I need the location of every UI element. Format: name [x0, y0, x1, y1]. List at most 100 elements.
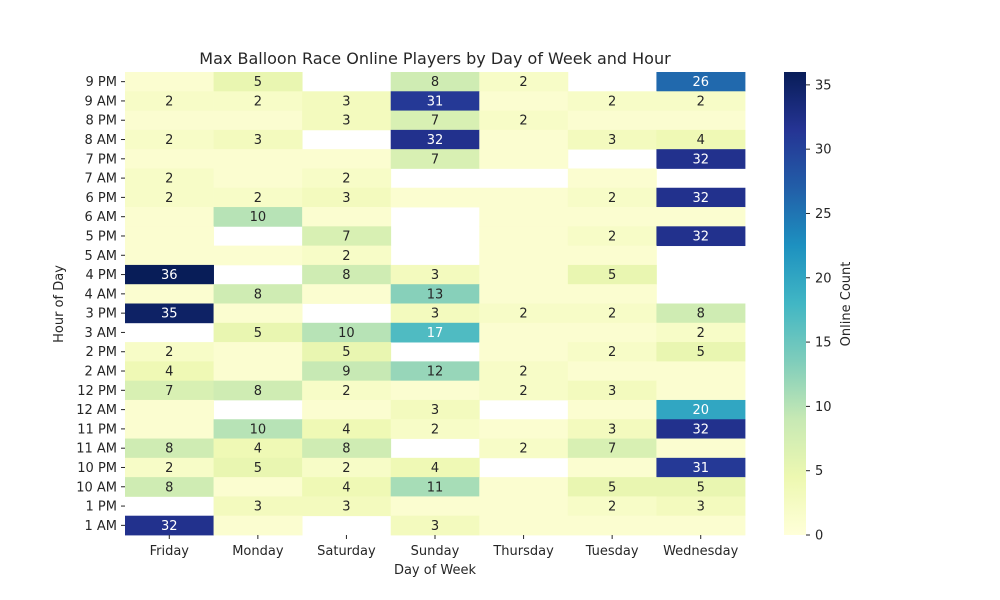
heatmap-cell	[567, 303, 657, 324]
heatmap-cell	[213, 361, 303, 382]
heatmap-cell	[125, 342, 214, 362]
cell-value-label: 2	[608, 500, 616, 515]
cell-value-label: 32	[692, 422, 709, 437]
heatmap-cell	[125, 361, 214, 382]
cell-value-label: 2	[608, 229, 616, 244]
heatmap-cell	[125, 477, 214, 497]
cell-value-label: 3	[697, 500, 705, 515]
heatmap-cell	[656, 399, 746, 420]
heatmap-cell	[213, 515, 303, 536]
heatmap-cell	[656, 149, 746, 169]
cell-value-label: 3	[342, 94, 350, 109]
y-tick-label: 8 PM	[86, 114, 117, 129]
heatmap-cell	[213, 419, 303, 439]
heatmap-cell	[125, 419, 214, 439]
cell-value-label: 17	[427, 326, 444, 341]
cell-value-label: 4	[697, 133, 705, 148]
cell-value-label: 2	[165, 133, 173, 148]
colorbar	[784, 72, 806, 535]
cell-value-label: 32	[692, 229, 709, 244]
cell-value-label: 8	[342, 442, 350, 457]
heatmap-cell	[213, 380, 303, 401]
heatmap-cell	[479, 342, 569, 362]
heatmap-cell	[213, 457, 303, 478]
colorbar-tick-label: 20	[815, 271, 832, 286]
heatmap-cell	[479, 515, 569, 536]
y-tick-label: 11 PM	[77, 422, 117, 437]
x-tick-label: Friday	[150, 544, 190, 559]
heatmap-cell	[479, 380, 569, 401]
heatmap-cell	[656, 342, 746, 362]
cell-value-label: 2	[165, 191, 173, 206]
heatmap-cell	[656, 187, 746, 208]
heatmap-cell	[479, 129, 569, 150]
heatmap-cell	[656, 457, 746, 478]
cell-value-label: 4	[254, 442, 262, 457]
heatmap-cell	[479, 187, 569, 208]
y-tick-label: 10 PM	[77, 461, 117, 476]
heatmap-cell	[390, 477, 480, 497]
cell-value-label: 10	[250, 210, 267, 225]
cell-value-label: 2	[165, 172, 173, 187]
heatmap-cell	[125, 207, 214, 227]
cell-value-label: 3	[608, 422, 616, 437]
heatmap-cell	[479, 322, 569, 343]
heatmap-cell	[302, 380, 392, 401]
cell-value-label: 8	[165, 480, 173, 495]
cell-value-label: 3	[608, 133, 616, 148]
heatmap-cell	[656, 322, 746, 343]
cell-value-label: 5	[697, 480, 705, 495]
cell-value-label: 3	[431, 307, 439, 322]
heatmap-cell	[125, 72, 214, 92]
cell-value-label: 2	[608, 94, 616, 109]
heatmap-cell	[656, 515, 746, 536]
y-tick-label: 9 PM	[86, 75, 117, 90]
cell-value-label: 2	[519, 442, 527, 457]
y-tick-label: 6 AM	[84, 210, 117, 225]
cell-value-label: 3	[431, 403, 439, 418]
cell-value-label: 2	[608, 345, 616, 360]
heatmap-cell	[390, 361, 480, 382]
heatmap-cell	[302, 342, 392, 362]
cell-value-label: 3	[254, 500, 262, 515]
heatmap-cell	[479, 284, 569, 304]
heatmap-cell	[390, 264, 480, 285]
cell-value-label: 2	[254, 94, 262, 109]
y-tick-label: 7 AM	[84, 172, 117, 187]
colorbar-tick-label: 15	[815, 336, 832, 351]
cell-value-label: 7	[431, 114, 439, 129]
heatmap-cell	[567, 91, 657, 111]
heatmap-cell	[567, 226, 657, 247]
heatmap-cell	[302, 438, 392, 459]
cell-value-label: 2	[165, 461, 173, 476]
cell-value-label: 2	[697, 326, 705, 341]
cell-value-label: 8	[165, 442, 173, 457]
heatmap-cell	[567, 284, 657, 304]
heatmap-cell	[567, 380, 657, 401]
cell-value-label: 32	[161, 519, 178, 534]
cell-value-label: 3	[342, 114, 350, 129]
y-tick-label: 2 AM	[84, 365, 117, 380]
heatmap-cell	[125, 399, 214, 420]
heatmap-cell	[125, 438, 214, 459]
cell-value-label: 12	[427, 365, 444, 380]
colorbar-ticks: 0 5 10 15 20 25 30 35	[806, 78, 832, 544]
heatmap-cell	[656, 226, 746, 247]
cell-value-label: 2	[519, 384, 527, 399]
heatmap-cell	[479, 477, 569, 497]
y-tick-label: 1 PM	[86, 500, 117, 515]
heatmap-cell	[479, 419, 569, 439]
y-tick-label: 5 AM	[84, 249, 117, 264]
cell-value-label: 5	[254, 75, 262, 90]
heatmap-cell	[302, 322, 392, 343]
cell-value-label: 31	[692, 461, 709, 476]
cell-value-label: 8	[342, 268, 350, 283]
heatmap-cell	[479, 264, 569, 285]
heatmap-cell	[125, 264, 214, 285]
heatmap-cells	[125, 72, 746, 536]
cell-value-label: 2	[342, 249, 350, 264]
cell-value-label: 5	[608, 480, 616, 495]
heatmap-cell	[390, 322, 480, 343]
cell-value-label: 32	[692, 191, 709, 206]
